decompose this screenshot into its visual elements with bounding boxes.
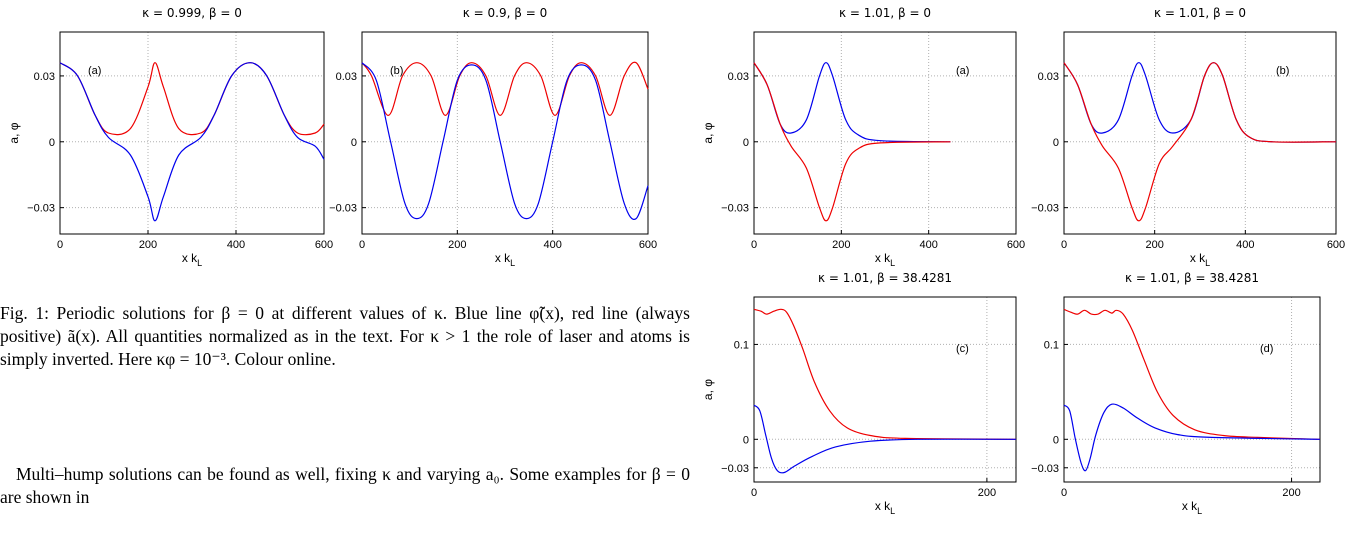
chart-title: κ = 1.01, β = 38.4281 bbox=[1125, 271, 1259, 285]
y-tick-label: 0.1 bbox=[734, 339, 749, 351]
x-tick-label: 600 bbox=[1327, 239, 1345, 251]
x-tick-label: 0 bbox=[1061, 239, 1067, 251]
panel-label: (d) bbox=[1260, 343, 1273, 355]
x-tick-label: 200 bbox=[448, 239, 466, 251]
chart-title: κ = 0.9, β = 0 bbox=[463, 6, 547, 20]
y-axis-label: a, φ bbox=[701, 122, 715, 143]
red-series-line bbox=[753, 308, 1017, 440]
y-tick-label: 0 bbox=[1053, 434, 1059, 446]
panel-label: (a) bbox=[956, 65, 969, 77]
y-tick-label: 0.1 bbox=[1044, 339, 1059, 351]
y-tick-label: 0.03 bbox=[336, 71, 357, 83]
blue-series-line bbox=[361, 62, 649, 220]
x-axis-label: x kL bbox=[1190, 251, 1210, 268]
plot-frame bbox=[361, 31, 649, 235]
chart-panel-kappa-0999: 0 200 400 600 −0.03 0 0.03 κ = 0.999, β = 0 x kL… bbox=[7, 6, 333, 268]
red-series-line bbox=[1063, 62, 1337, 222]
chart-title: κ = 1.01, β = 0 bbox=[839, 6, 931, 20]
plot-frame bbox=[59, 31, 325, 235]
x-tick-label: 0 bbox=[751, 239, 757, 251]
blue-series-line bbox=[753, 404, 1017, 474]
x-axis-label: x kL bbox=[1182, 499, 1202, 516]
red-series-line bbox=[753, 62, 951, 222]
y-tick-label: −0.03 bbox=[721, 463, 749, 475]
x-tick-label: 600 bbox=[315, 239, 333, 251]
y-tick-label: 0.03 bbox=[728, 71, 749, 83]
plot-frame bbox=[1063, 296, 1321, 483]
x-tick-label: 200 bbox=[978, 487, 996, 499]
x-axis-label: x kL bbox=[875, 499, 895, 516]
chart-title: κ = 1.01, β = 38.4281 bbox=[818, 271, 952, 285]
x-tick-label: 400 bbox=[919, 239, 937, 251]
plot-frame bbox=[753, 296, 1017, 483]
y-tick-label: 0 bbox=[351, 137, 357, 149]
y-tick-label: −0.03 bbox=[27, 203, 55, 215]
x-tick-label: 0 bbox=[359, 239, 365, 251]
y-tick-label: 0 bbox=[743, 137, 749, 149]
chart-title: κ = 0.999, β = 0 bbox=[142, 6, 242, 20]
red-series-line bbox=[1063, 308, 1321, 440]
y-tick-label: −0.03 bbox=[329, 203, 357, 215]
y-tick-label: −0.03 bbox=[1031, 203, 1059, 215]
x-tick-label: 200 bbox=[1282, 487, 1300, 499]
blue-series-line bbox=[753, 62, 951, 143]
panel-label: (a) bbox=[88, 65, 101, 77]
y-tick-label: −0.03 bbox=[1031, 463, 1059, 475]
body-paragraph: Multi–hump solutions can be found as wel… bbox=[0, 464, 690, 507]
x-tick-label: 400 bbox=[227, 239, 245, 251]
chart-title: κ = 1.01, β = 0 bbox=[1154, 6, 1246, 20]
y-tick-label: 0 bbox=[743, 434, 749, 446]
x-tick-label: 600 bbox=[639, 239, 657, 251]
y-tick-label: 0.03 bbox=[34, 71, 55, 83]
x-tick-label: 400 bbox=[543, 239, 561, 251]
y-axis-label: a, φ bbox=[701, 379, 715, 400]
x-tick-label: 600 bbox=[1007, 239, 1025, 251]
panel-label: (c) bbox=[956, 343, 969, 355]
x-tick-label: 0 bbox=[1061, 487, 1067, 499]
x-tick-label: 200 bbox=[832, 239, 850, 251]
y-tick-label: 0 bbox=[49, 137, 55, 149]
x-tick-label: 200 bbox=[1145, 239, 1163, 251]
chart-panel-kappa-09: 0 200 400 600 −0.03 0 0.03 κ = 0.9, β = 0 x kL (b… bbox=[329, 6, 657, 268]
blue-series-line bbox=[59, 62, 325, 222]
panel-label: (b) bbox=[1276, 65, 1289, 77]
blue-series-line bbox=[1063, 403, 1321, 472]
chart-panel-kappa-101-b: 0 200 400 600 −0.03 0 0.03 κ = 1.01, β = 0 x kL (… bbox=[1031, 6, 1345, 268]
x-tick-label: 0 bbox=[751, 487, 757, 499]
plot-frame bbox=[1063, 31, 1337, 235]
panel-label: (b) bbox=[390, 65, 403, 77]
x-axis-label: x kL bbox=[182, 251, 202, 268]
y-tick-label: 0.03 bbox=[1038, 71, 1059, 83]
chart-panel-kappa-101-a: 0 200 400 600 −0.03 0 0.03 κ = 1.01, β = 0 x kL a… bbox=[701, 6, 1025, 268]
x-tick-label: 0 bbox=[57, 239, 63, 251]
x-axis-label: x kL bbox=[495, 251, 515, 268]
y-tick-label: −0.03 bbox=[721, 203, 749, 215]
y-tick-label: 0 bbox=[1053, 137, 1059, 149]
blue-series-line bbox=[1063, 62, 1337, 143]
plot-frame bbox=[753, 31, 1017, 235]
y-axis-label: a, φ bbox=[7, 122, 21, 143]
x-axis-label: x kL bbox=[875, 251, 895, 268]
red-series-line bbox=[361, 61, 649, 117]
x-tick-label: 200 bbox=[139, 239, 157, 251]
figure-caption: Fig. 1: Periodic solutions for β = 0 at … bbox=[0, 303, 690, 369]
x-tick-label: 400 bbox=[1236, 239, 1254, 251]
